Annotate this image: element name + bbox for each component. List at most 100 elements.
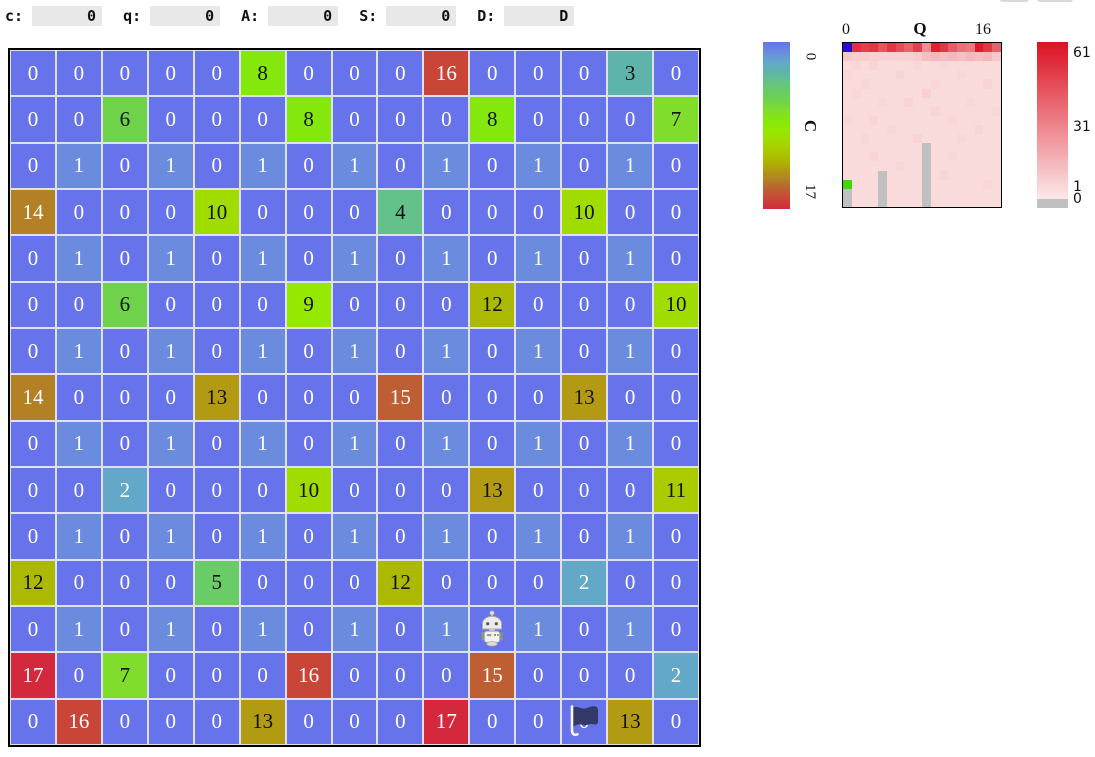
heatmap-cell — [921, 106, 931, 116]
heatmap-cell — [895, 43, 905, 53]
heatmap-cell — [913, 70, 922, 80]
heatmap-cell — [860, 52, 870, 62]
cell-value: 0 — [119, 153, 131, 178]
heatmap-cell — [851, 188, 861, 198]
heatmap-cell — [851, 170, 861, 180]
heatmap-cell — [965, 61, 975, 71]
grid-cell: 0 — [286, 699, 331, 744]
heatmap-cell — [860, 188, 870, 198]
heatmap-cell — [992, 124, 1001, 135]
grid-cell: 0 — [102, 514, 147, 559]
grid-cell: 1 — [148, 328, 193, 374]
grid-cell: 0 — [562, 514, 607, 559]
grid-cell: 2 — [102, 467, 147, 513]
count-tick-max: 61 — [1073, 45, 1091, 61]
cell-value: 3 — [624, 60, 636, 85]
cell-value: 0 — [624, 106, 636, 131]
cell-value: 17 — [435, 709, 457, 734]
grid-cell: 10 — [286, 467, 331, 513]
heatmap-cell — [860, 97, 870, 107]
grid-cell: 1 — [608, 143, 653, 188]
grid-cell: 0 — [148, 189, 193, 235]
cell-value: 0 — [303, 523, 314, 548]
cell-value: 0 — [73, 662, 85, 687]
grid-cell: 0 — [562, 328, 607, 374]
heatmap-cell — [904, 124, 914, 135]
stat-bar: c: 0 q: 0 A: 0 S: 0 D: D — [5, 6, 575, 26]
cell-value: 0 — [303, 709, 314, 734]
stat-input[interactable]: 0 — [32, 6, 103, 26]
heatmap-cell — [992, 70, 1001, 80]
grid-cell: 0 — [286, 514, 331, 559]
heatmap-cell — [851, 115, 861, 125]
heatmap-cell — [965, 115, 975, 125]
cell-value: 0 — [395, 477, 406, 502]
heatmap-cell — [913, 97, 922, 107]
grid-cell: 0 — [516, 653, 561, 698]
heatmap-cell — [992, 61, 1001, 71]
heatmap-cell — [913, 161, 922, 171]
heatmap-cell — [930, 161, 940, 171]
heatmap-cell — [992, 79, 1001, 89]
heatmap-cell — [983, 124, 993, 135]
heatmap-cell — [860, 61, 870, 71]
heatmap-cell — [904, 134, 914, 144]
heatmap-cell — [983, 43, 993, 53]
heatmap-cell — [992, 143, 1001, 153]
heatmap-cell — [895, 124, 905, 135]
heatmap-cell — [965, 161, 975, 171]
cell-value: 16 — [68, 709, 90, 734]
heatmap-cell — [843, 124, 852, 135]
cell-value: 0 — [119, 338, 131, 363]
stat-input[interactable]: 0 — [386, 6, 457, 26]
grid-cell: 0 — [562, 51, 607, 96]
cell-value: 0 — [119, 431, 131, 456]
stat-input[interactable]: 0 — [150, 6, 221, 26]
heatmap-cell — [843, 134, 852, 144]
heatmap-cell — [869, 161, 879, 171]
partial-toolbar-button-1[interactable] — [1000, 0, 1029, 2]
partial-toolbar-button-2[interactable] — [1037, 0, 1073, 2]
heatmap-cell — [965, 179, 975, 189]
heatmap-cell — [957, 134, 966, 144]
heatmap-cell — [992, 152, 1001, 162]
cell-value: 0 — [349, 570, 360, 595]
heatmap-cell — [974, 70, 984, 80]
heatmap-cell — [843, 179, 852, 189]
cell-value: 0 — [578, 616, 590, 641]
grid-cell: 15 — [378, 375, 423, 420]
grid-cell: 0 — [240, 97, 285, 142]
heatmap-cell — [843, 188, 852, 198]
stat-input[interactable]: D — [504, 6, 575, 26]
heatmap-cell — [869, 179, 879, 189]
heatmap-cell — [939, 134, 949, 144]
stat-field-D: D: D — [477, 6, 575, 26]
grid-cell: 0 — [378, 282, 423, 327]
grid-cell: 16 — [56, 699, 101, 744]
heatmap-cell — [895, 143, 905, 153]
cell-value: 0 — [165, 60, 177, 85]
heatmap-cell — [878, 170, 887, 180]
heatmap-cell — [957, 170, 966, 180]
heatmap-cell — [860, 115, 870, 125]
cell-value: 0 — [487, 245, 498, 270]
heatmap-cell — [921, 197, 931, 207]
heatmap-cell — [895, 70, 905, 80]
heatmap-cell — [869, 52, 879, 62]
stat-input[interactable]: 0 — [268, 6, 339, 26]
grid-cell: 1 — [56, 236, 101, 281]
heatmap-cell — [957, 124, 966, 135]
grid-cell: 1 — [56, 606, 101, 652]
cell-value: 0 — [73, 292, 85, 317]
grid-cell: 9 — [286, 282, 331, 327]
heatmap-cell — [957, 143, 966, 153]
heatmap-cell — [974, 79, 984, 89]
heatmap-cell — [948, 43, 958, 53]
heatmap-cell — [886, 70, 896, 80]
cell-value: 1 — [257, 338, 268, 363]
heatmap-cell — [983, 170, 993, 180]
heatmap-cell — [965, 88, 975, 98]
heatmap-cell — [878, 115, 887, 125]
heatmap-cell — [983, 61, 993, 71]
grid-cell: 12 — [378, 560, 423, 605]
